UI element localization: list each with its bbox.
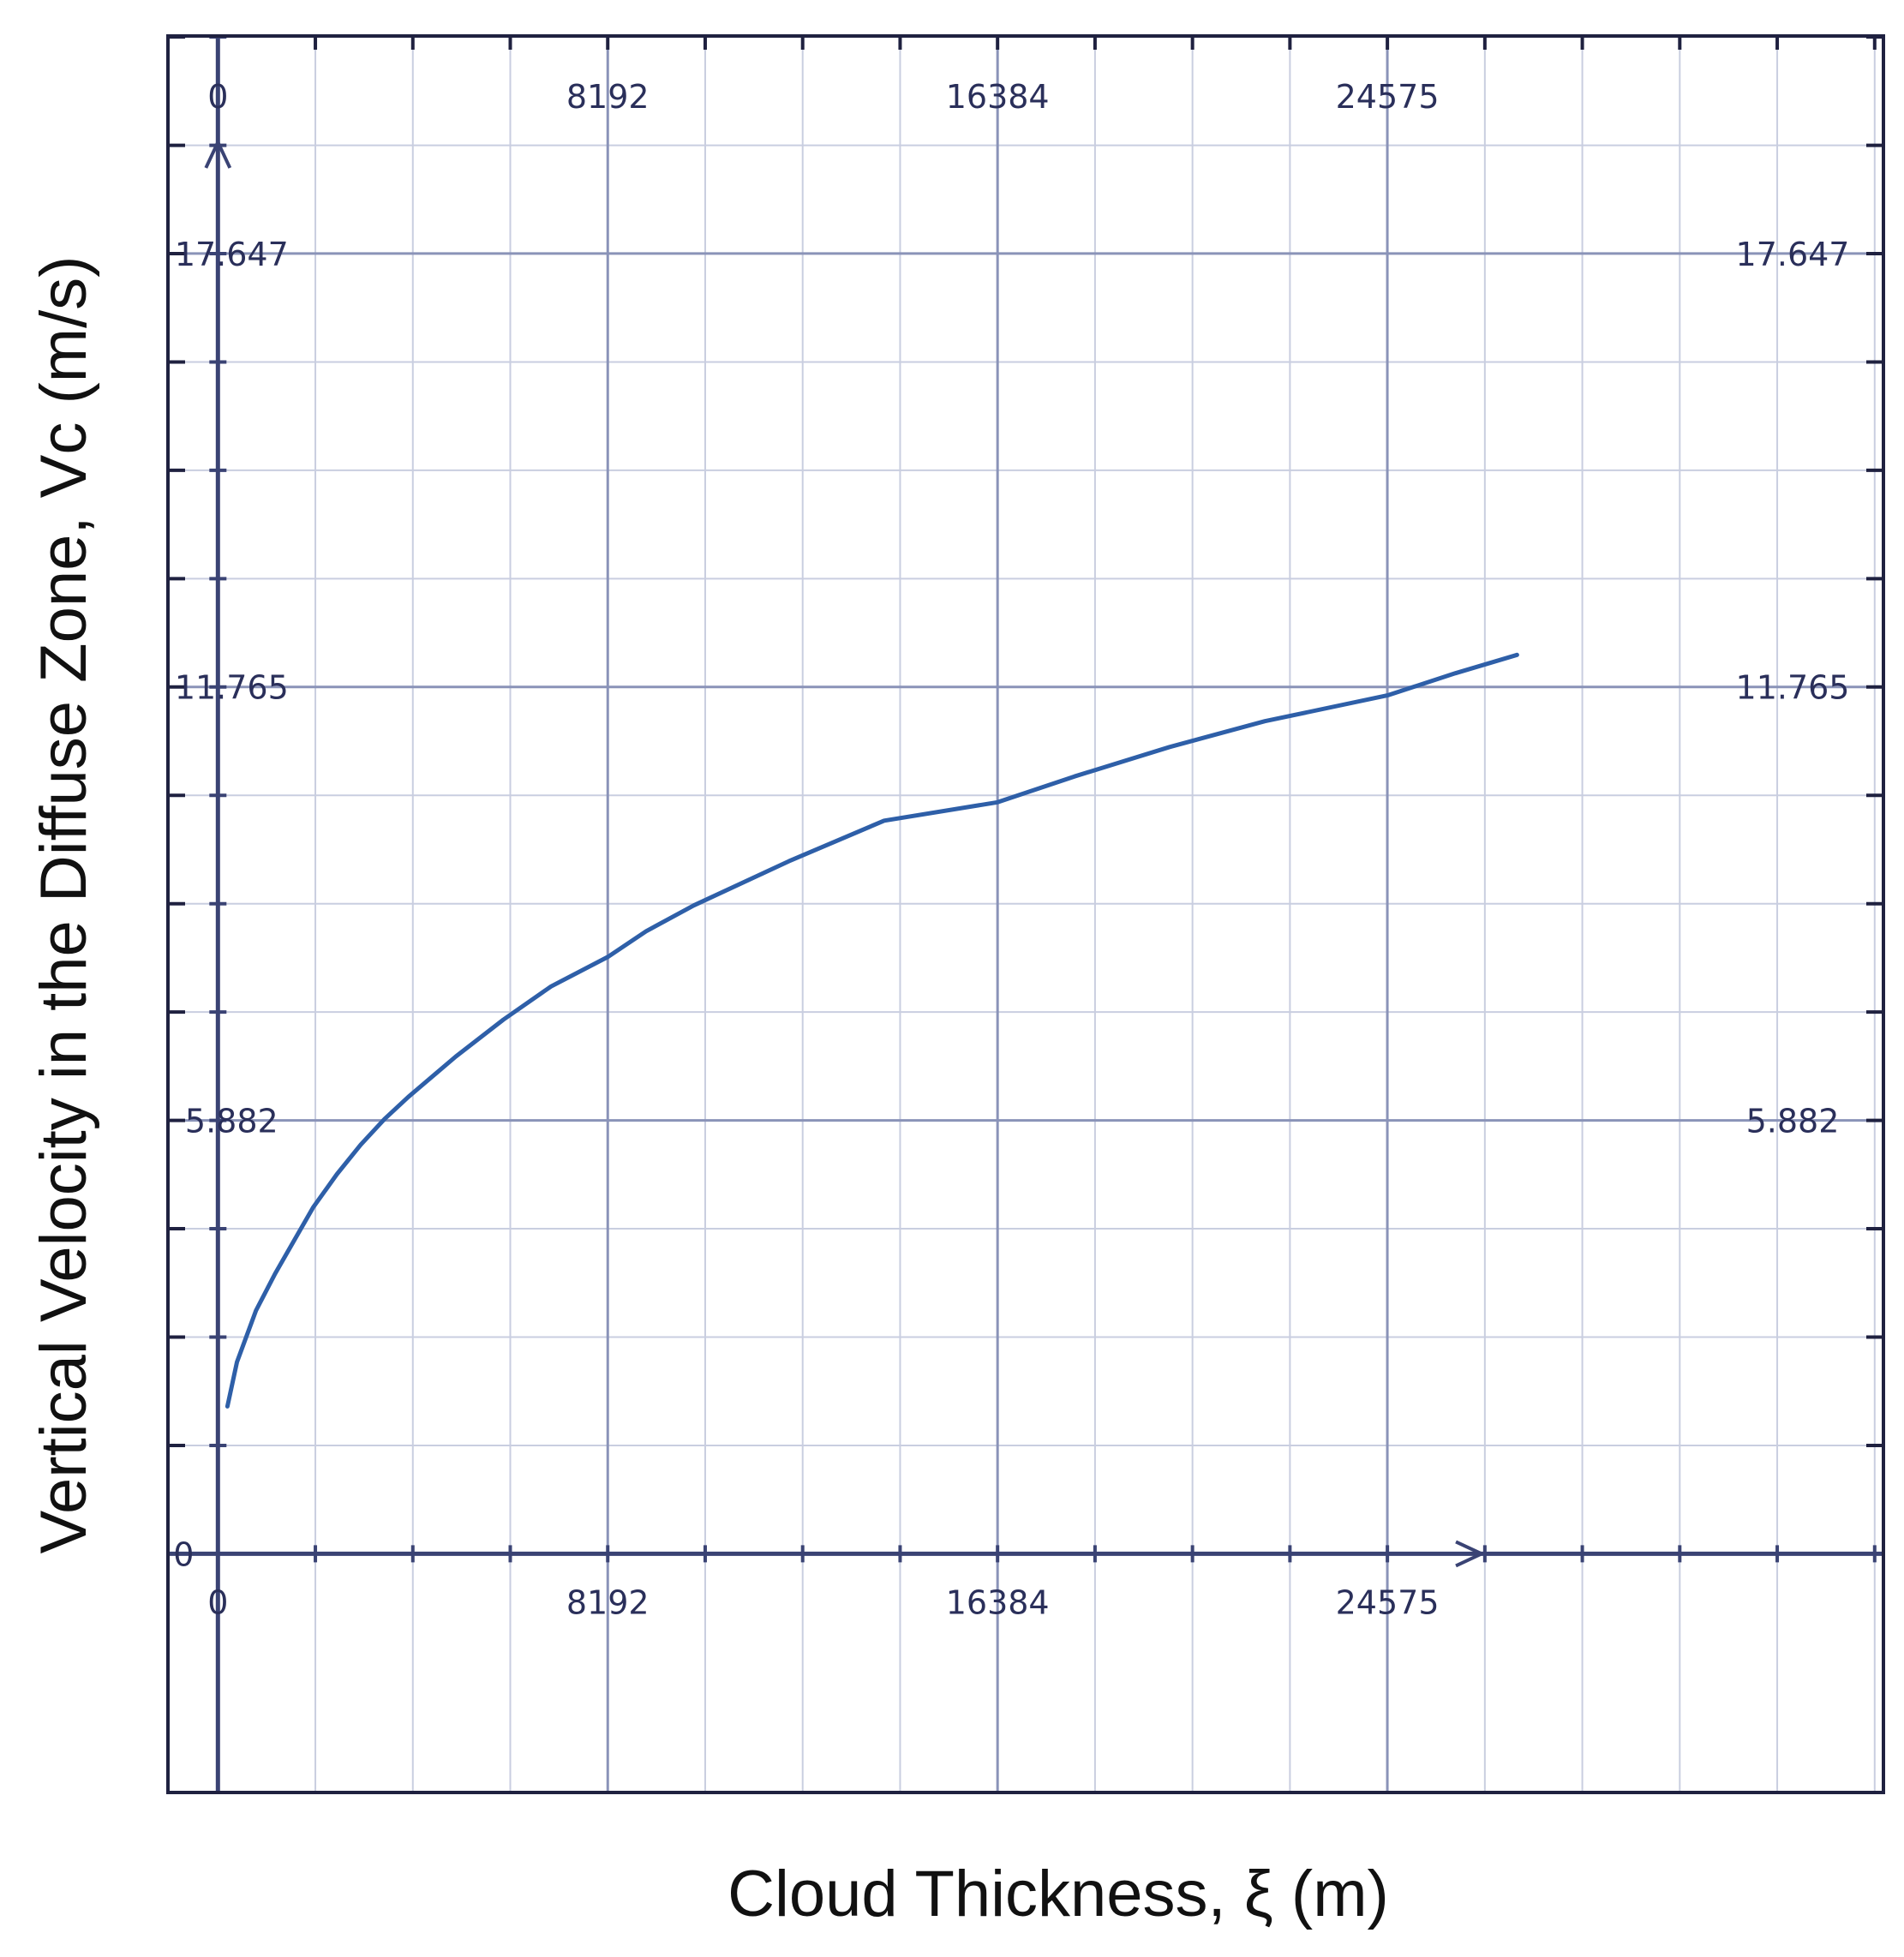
- series-layer: [225, 652, 1519, 1409]
- x-tick-label-bottom: 16384: [946, 1583, 1050, 1621]
- x-axis-arrow: [1455, 1540, 1486, 1568]
- x-axis-title: Cloud Thickness, ξ (m): [727, 1858, 1389, 1930]
- y-tick-label-left: 17.647: [175, 236, 289, 273]
- x-tick-label-top: 8192: [566, 78, 650, 116]
- axes: [168, 35, 1883, 1792]
- y-tick-label-left: 11.765: [175, 669, 289, 707]
- y-tick-label-right: 11.765: [1736, 669, 1850, 707]
- minor-grid: [168, 36, 1883, 1792]
- x-tick-label-top: 16384: [946, 78, 1050, 116]
- plot-frame: [166, 34, 1885, 1794]
- x-tick-label-bottom: 8192: [566, 1583, 650, 1621]
- x-tick-label-top: 24575: [1336, 78, 1440, 116]
- x-tick-label-bottom: 0: [207, 1583, 228, 1621]
- major-grid: [168, 36, 1883, 1792]
- x-tick-label-top: 0: [207, 78, 228, 116]
- y-tick-label-right: 17.647: [1736, 236, 1850, 273]
- plot-background: [168, 36, 1883, 1792]
- y-axis-arrow: [204, 138, 232, 169]
- x-tick-label-bottom: 24575: [1336, 1583, 1440, 1621]
- y-axis-title: Vertical Velocity in the Diffuse Zone, V…: [27, 256, 100, 1554]
- y-tick-label-zero: 0: [173, 1535, 194, 1573]
- y-tick-label-right: 5.882: [1746, 1103, 1840, 1140]
- y-tick-label-left: 5.882: [185, 1103, 278, 1140]
